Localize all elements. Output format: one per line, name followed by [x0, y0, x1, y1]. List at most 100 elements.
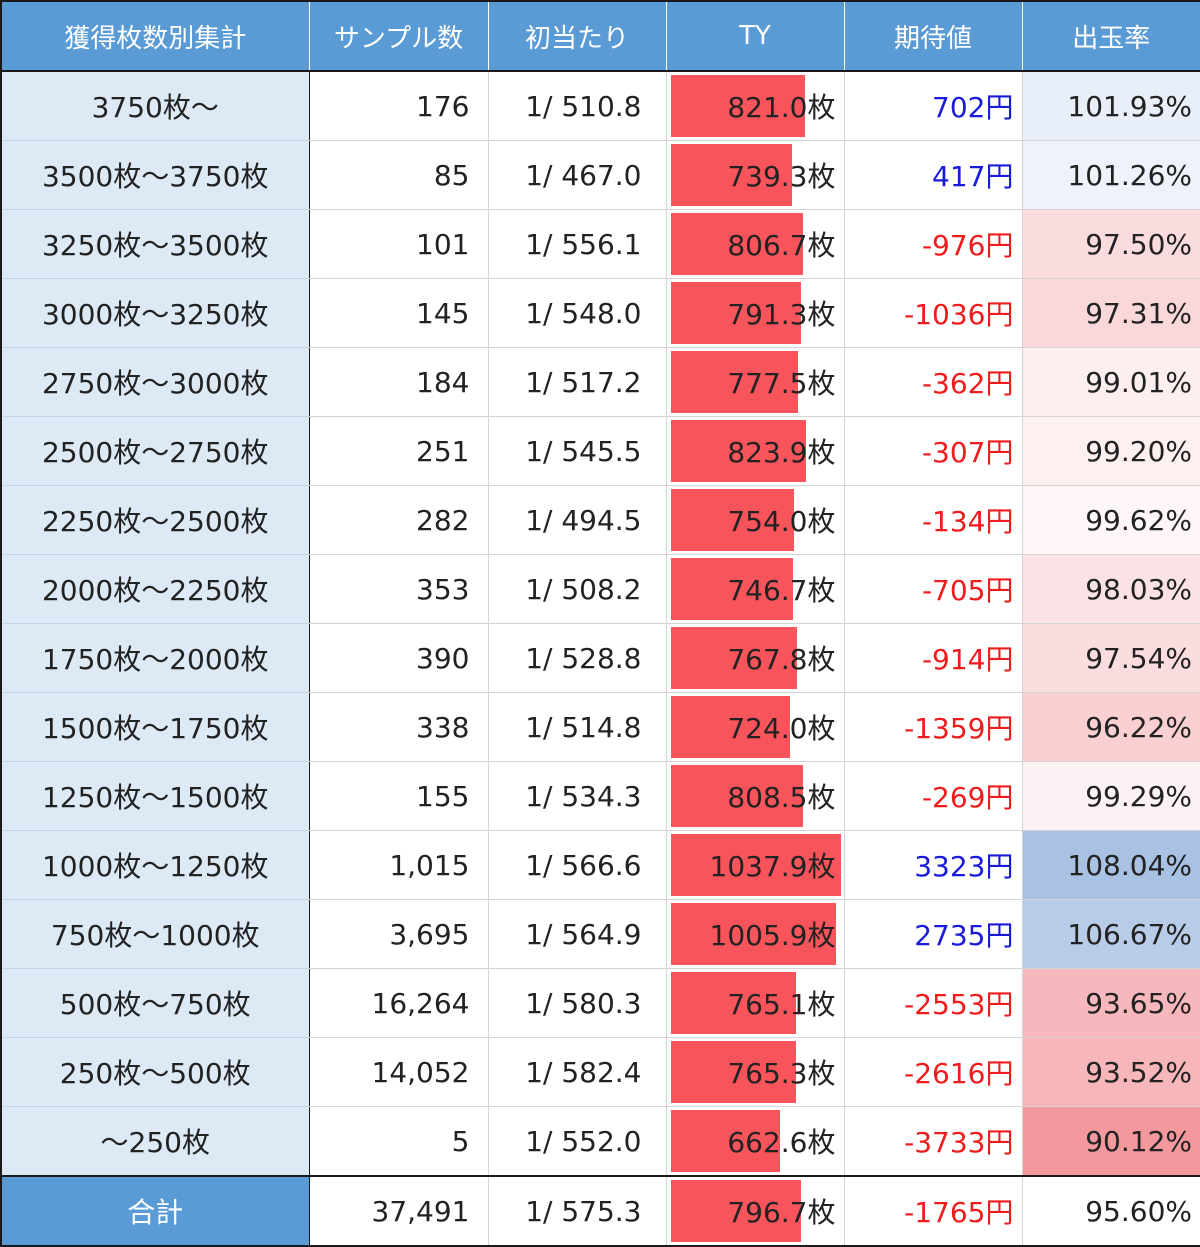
ty-bar	[670, 351, 798, 413]
sample-count: 282	[309, 485, 489, 555]
table-row: 500枚〜750枚 16,264 1/ 580.3 765.1枚 -2553円 93.65…	[1, 968, 1200, 1038]
ty-bar	[670, 765, 803, 827]
first-hit-probability: 1/ 548.0	[488, 278, 667, 348]
expected-value: -269円	[844, 761, 1023, 831]
row-label: 〜250枚	[1, 1106, 310, 1177]
sample-count: 3,695	[309, 899, 489, 969]
expected-value: -976円	[844, 209, 1023, 279]
ty-cell: 806.7枚	[666, 209, 845, 279]
ty-cell: 765.3枚	[666, 1037, 845, 1107]
header-category: 獲得枚数別集計	[1, 1, 310, 72]
ty-value: 746.7枚	[727, 574, 836, 607]
ty-cell: 765.1枚	[666, 968, 845, 1038]
sample-count: 16,264	[309, 968, 489, 1038]
ty-cell: 739.3枚	[666, 140, 845, 210]
first-hit-probability: 1/ 575.3	[488, 1175, 667, 1246]
ty-value: 806.7枚	[727, 229, 836, 262]
first-hit-probability: 1/ 545.5	[488, 416, 667, 486]
expected-value: 417円	[844, 140, 1023, 210]
ty-value: 821.0枚	[727, 91, 836, 124]
row-label: 750枚〜1000枚	[1, 899, 310, 969]
first-hit-probability: 1/ 517.2	[488, 347, 667, 417]
expected-value: 2735円	[844, 899, 1023, 969]
table-row: 〜250枚 5 1/ 552.0 662.6枚 -3733円 90.12%	[1, 1106, 1200, 1177]
first-hit-probability: 1/ 552.0	[488, 1106, 667, 1177]
first-hit-probability: 1/ 508.2	[488, 554, 667, 624]
table-row: 250枚〜500枚 14,052 1/ 582.4 765.3枚 -2616円 93.52…	[1, 1037, 1200, 1107]
ty-cell: 724.0枚	[666, 692, 845, 762]
row-label: 2250枚〜2500枚	[1, 485, 310, 555]
ty-bar	[670, 1110, 780, 1172]
payout-rate: 101.26%	[1022, 140, 1200, 210]
ty-value: 662.6枚	[727, 1126, 836, 1159]
first-hit-probability: 1/ 556.1	[488, 209, 667, 279]
ty-cell: 1037.9枚	[666, 830, 845, 900]
ty-bar	[670, 282, 801, 344]
expected-value: -2616円	[844, 1037, 1023, 1107]
first-hit-probability: 1/ 528.8	[488, 623, 667, 693]
expected-value: -134円	[844, 485, 1023, 555]
ty-value: 796.7枚	[727, 1196, 836, 1229]
table-body: 3750枚〜 176 1/ 510.8 821.0枚 702円 101.93% 3500枚〜…	[1, 71, 1200, 1246]
ty-value: 777.5枚	[727, 367, 836, 400]
sample-count: 5	[309, 1106, 489, 1177]
ty-cell: 823.9枚	[666, 416, 845, 486]
sample-count: 85	[309, 140, 489, 210]
first-hit-probability: 1/ 566.6	[488, 830, 667, 900]
expected-value: 702円	[844, 71, 1023, 141]
ty-value: 739.3枚	[727, 160, 836, 193]
row-label: 1500枚〜1750枚	[1, 692, 310, 762]
expected-value: -362円	[844, 347, 1023, 417]
ty-bar	[670, 834, 841, 896]
ty-bar	[670, 489, 794, 551]
ty-cell: 796.7枚	[666, 1175, 845, 1246]
ty-value: 823.9枚	[727, 436, 836, 469]
header-first-hit: 初当たり	[488, 1, 667, 72]
ty-bar	[670, 420, 806, 482]
sample-count: 14,052	[309, 1037, 489, 1107]
expected-value: -705円	[844, 554, 1023, 624]
payout-rate: 93.52%	[1022, 1037, 1200, 1107]
header-payout-rate: 出玉率	[1022, 1, 1200, 72]
header-expected-value: 期待値	[844, 1, 1023, 72]
ty-value: 724.0枚	[727, 712, 836, 745]
table-row: 3500枚〜3750枚 85 1/ 467.0 739.3枚 417円 101.26%	[1, 140, 1200, 210]
first-hit-probability: 1/ 510.8	[488, 71, 667, 141]
table-row: 2000枚〜2250枚 353 1/ 508.2 746.7枚 -705円 98.03%	[1, 554, 1200, 624]
ty-cell: 662.6枚	[666, 1106, 845, 1177]
ty-cell: 1005.9枚	[666, 899, 845, 969]
first-hit-probability: 1/ 580.3	[488, 968, 667, 1038]
payout-rate: 106.67%	[1022, 899, 1200, 969]
sample-count: 155	[309, 761, 489, 831]
sample-count: 176	[309, 71, 489, 141]
ty-bar	[670, 1180, 801, 1242]
sample-count: 101	[309, 209, 489, 279]
row-label: 2750枚〜3000枚	[1, 347, 310, 417]
payout-rate: 97.31%	[1022, 278, 1200, 348]
ty-value: 791.3枚	[727, 298, 836, 331]
ty-cell: 754.0枚	[666, 485, 845, 555]
row-label: 2000枚〜2250枚	[1, 554, 310, 624]
first-hit-probability: 1/ 564.9	[488, 899, 667, 969]
sample-count: 145	[309, 278, 489, 348]
ty-bar	[670, 903, 836, 965]
ty-bar	[670, 75, 805, 137]
row-label: 2500枚〜2750枚	[1, 416, 310, 486]
sample-count: 390	[309, 623, 489, 693]
row-label: 1250枚〜1500枚	[1, 761, 310, 831]
payout-rate: 99.29%	[1022, 761, 1200, 831]
ty-value: 754.0枚	[727, 505, 836, 538]
header-samples: サンプル数	[309, 1, 489, 72]
row-label: 3000枚〜3250枚	[1, 278, 310, 348]
ty-cell: 746.7枚	[666, 554, 845, 624]
ty-cell: 821.0枚	[666, 71, 845, 141]
first-hit-probability: 1/ 514.8	[488, 692, 667, 762]
table-row: 1750枚〜2000枚 390 1/ 528.8 767.8枚 -914円 97.54%	[1, 623, 1200, 693]
row-label: 1750枚〜2000枚	[1, 623, 310, 693]
table-row: 3250枚〜3500枚 101 1/ 556.1 806.7枚 -976円 97.50%	[1, 209, 1200, 279]
sample-count: 338	[309, 692, 489, 762]
ty-bar	[670, 627, 797, 689]
expected-value: -914円	[844, 623, 1023, 693]
total-row: 合計 37,491 1/ 575.3 796.7枚 -1765円 95.60%	[1, 1175, 1200, 1246]
